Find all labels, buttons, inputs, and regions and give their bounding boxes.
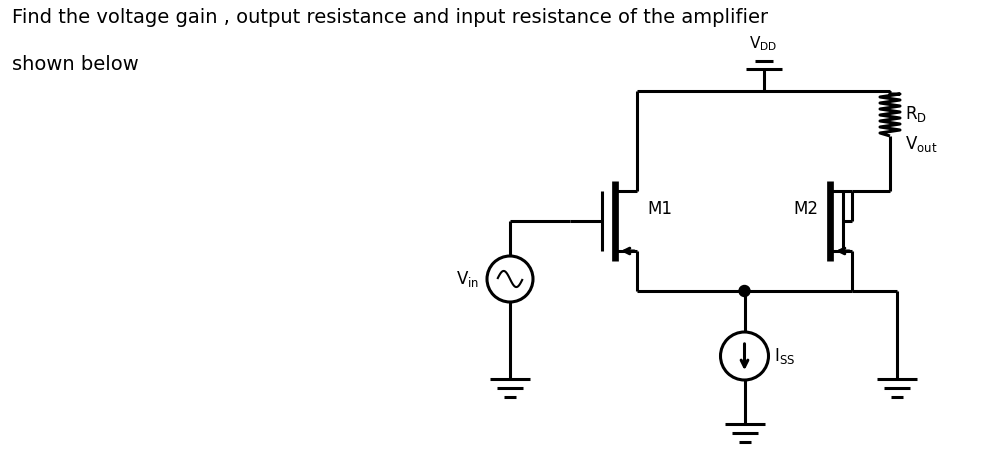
Text: R$_\mathregular{D}$: R$_\mathregular{D}$ [905,103,927,123]
Text: V$_\mathregular{in}$: V$_\mathregular{in}$ [456,269,479,289]
Circle shape [739,286,750,297]
Text: M2: M2 [793,200,818,218]
Text: shown below: shown below [12,55,138,74]
Text: Find the voltage gain , output resistance and input resistance of the amplifier: Find the voltage gain , output resistanc… [12,8,769,27]
Text: V$_\mathregular{out}$: V$_\mathregular{out}$ [905,134,938,154]
Text: I$_\mathregular{SS}$: I$_\mathregular{SS}$ [775,346,796,366]
Text: M1: M1 [647,200,672,218]
Text: V$_\mathregular{DD}$: V$_\mathregular{DD}$ [749,34,778,53]
